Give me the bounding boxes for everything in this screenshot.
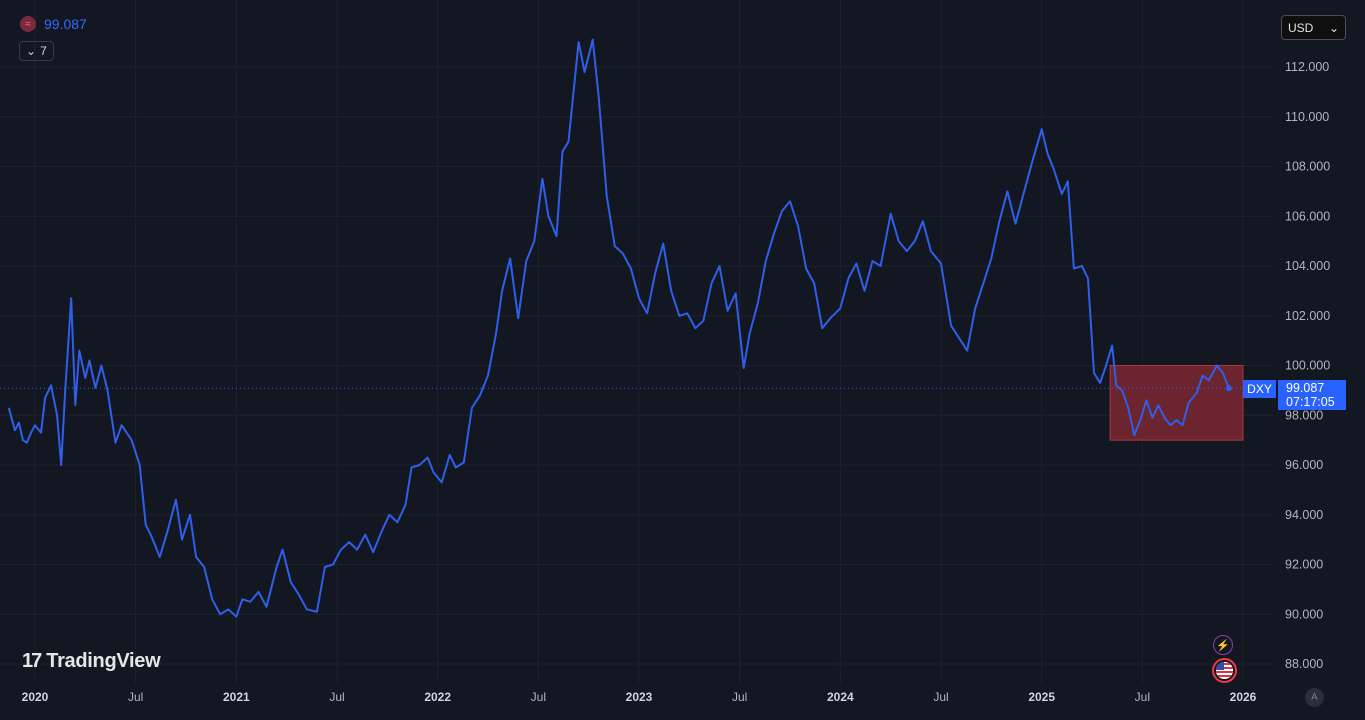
auto-scale-button[interactable]: A (1305, 688, 1324, 707)
x-tick-label: Jul (531, 690, 546, 704)
collapse-indicators-button[interactable]: ⌄ 7 (19, 41, 54, 61)
currency-label: USD (1288, 20, 1314, 35)
logo-text: TradingView (46, 650, 161, 672)
tv-logo-icon: 17 (22, 650, 42, 672)
x-tick-label: 2022 (424, 690, 451, 704)
y-tick-label: 104.000 (1285, 259, 1330, 273)
last-price-dot (1225, 385, 1232, 392)
bar-countdown: 07:17:05 (1286, 395, 1335, 409)
y-tick-label: 88.000 (1285, 657, 1323, 671)
y-tick-label: 94.000 (1285, 508, 1323, 522)
y-tick-label: 110.000 (1285, 110, 1329, 124)
x-tick-label: 2021 (223, 690, 250, 704)
currency-select[interactable]: USD ⌄ (1281, 15, 1346, 40)
grid-lines (0, 0, 1273, 683)
y-tick-label: 108.000 (1285, 160, 1330, 174)
dxy-series-line (7, 38, 1230, 618)
y-tick-label: 98.000 (1285, 408, 1323, 422)
y-tick-label: 106.000 (1285, 209, 1330, 223)
x-tick-label: Jul (1135, 690, 1150, 704)
legend-value: 99.087 (44, 16, 87, 32)
y-tick-label: 102.000 (1285, 309, 1330, 323)
flash-icon[interactable]: ⚡ (1213, 635, 1233, 655)
y-tick-label: 90.000 (1285, 607, 1323, 621)
x-tick-label: Jul (732, 690, 747, 704)
x-axis[interactable]: 2020 Jul 2021 Jul 2022 Jul 2023 Jul 2024 Jul 2025 J… (22, 690, 1257, 704)
x-tick-label: Jul (128, 690, 143, 704)
x-tick-label: 2025 (1028, 690, 1055, 704)
symbol-price-tag: DXY (1243, 380, 1276, 398)
y-tick-label: 100.000 (1285, 359, 1330, 373)
last-price-tag: 99.087 07:17:05 (1278, 380, 1346, 410)
y-tick-label: 112.000 (1285, 60, 1329, 74)
x-tick-label: 2020 (22, 690, 49, 704)
flag-graphic (1216, 662, 1233, 679)
symbol-legend[interactable]: ≈ 99.087 (20, 16, 87, 32)
indicator-count: 7 (40, 44, 47, 58)
x-tick-label: 2024 (827, 690, 854, 704)
currency-index-icon: ≈ (20, 16, 36, 32)
x-tick-label: 2023 (626, 690, 653, 704)
y-tick-label: 96.000 (1285, 458, 1323, 472)
x-tick-label: Jul (933, 690, 948, 704)
x-tick-label: 2026 (1230, 690, 1257, 704)
y-tick-label: 92.000 (1285, 558, 1323, 572)
last-price-value: 99.087 (1286, 381, 1325, 395)
us-flag-icon[interactable] (1212, 658, 1237, 683)
chevron-down-icon: ⌄ (1328, 20, 1339, 35)
chevron-down-icon: ⌄ (26, 44, 37, 58)
x-tick-label: Jul (329, 690, 344, 704)
y-axis[interactable]: 112.000 110.000 108.000 106.000 104.000 102.0… (1285, 60, 1330, 671)
tradingview-logo[interactable]: 17 TradingView (22, 650, 161, 673)
highlight-region (1109, 365, 1244, 441)
